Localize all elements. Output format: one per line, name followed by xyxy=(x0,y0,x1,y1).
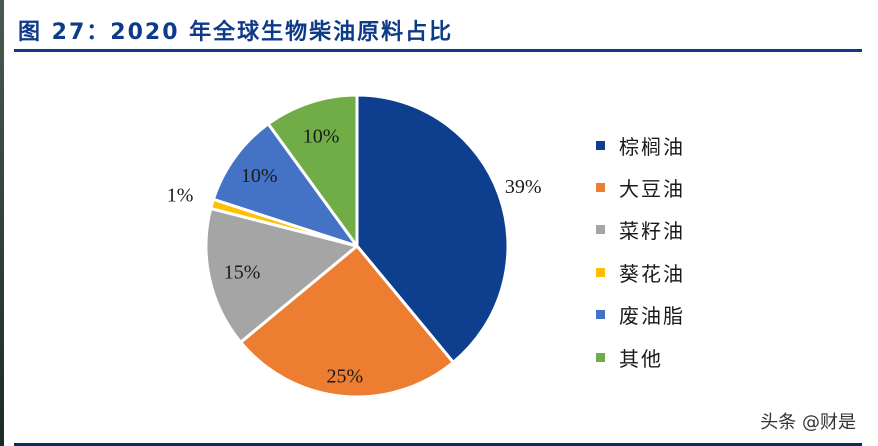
slice-value-label: 39% xyxy=(505,176,542,198)
pie-slice xyxy=(355,93,510,364)
legend-item-waste-oil: 废油脂 xyxy=(596,294,685,336)
legend-swatch-icon xyxy=(596,183,605,193)
pie-slice xyxy=(239,244,455,399)
slice-value-label: 10% xyxy=(241,165,278,187)
legend-item-sunflower-oil: 葵花油 xyxy=(596,251,685,293)
legend-label: 葵花油 xyxy=(619,261,685,286)
legend-swatch-icon xyxy=(596,310,605,320)
legend-label: 棕榈油 xyxy=(619,134,685,159)
chart-title: 图 27：2020 年全球生物柴油原料占比 xyxy=(18,20,454,45)
legend-item-rapeseed-oil: 菜籽油 xyxy=(596,209,685,251)
pie-slice xyxy=(211,122,359,248)
legend-label: 菜籽油 xyxy=(619,219,685,244)
slice-value-label: 25% xyxy=(326,365,363,387)
legend-swatch-icon xyxy=(596,267,605,277)
title-divider xyxy=(14,49,862,52)
legend-swatch-icon xyxy=(596,352,605,362)
legend-label: 其他 xyxy=(619,346,663,371)
legend-label: 大豆油 xyxy=(619,177,685,202)
pie-slice xyxy=(204,206,359,344)
slice-value-label: 15% xyxy=(224,262,261,284)
slice-value-label: 1% xyxy=(167,185,194,207)
legend: 棕榈油 大豆油 菜籽油 葵花油 废油脂 其他 xyxy=(596,124,685,378)
bottom-divider xyxy=(14,443,862,446)
legend-item-palm-oil: 棕榈油 xyxy=(596,124,685,166)
slice-value-label: 10% xyxy=(303,125,340,147)
legend-item-other: 其他 xyxy=(596,336,685,378)
legend-item-soybean-oil: 大豆油 xyxy=(596,166,685,208)
watermark: 头条 @财是 xyxy=(760,412,856,433)
pie-slice xyxy=(266,93,359,248)
legend-swatch-icon xyxy=(596,140,605,150)
legend-swatch-icon xyxy=(596,225,605,235)
legend-label: 废油脂 xyxy=(619,304,685,329)
left-edge-strip xyxy=(0,0,4,446)
